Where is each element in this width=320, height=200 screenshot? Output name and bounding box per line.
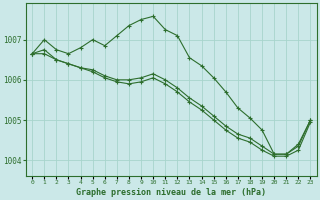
X-axis label: Graphe pression niveau de la mer (hPa): Graphe pression niveau de la mer (hPa)	[76, 188, 266, 197]
